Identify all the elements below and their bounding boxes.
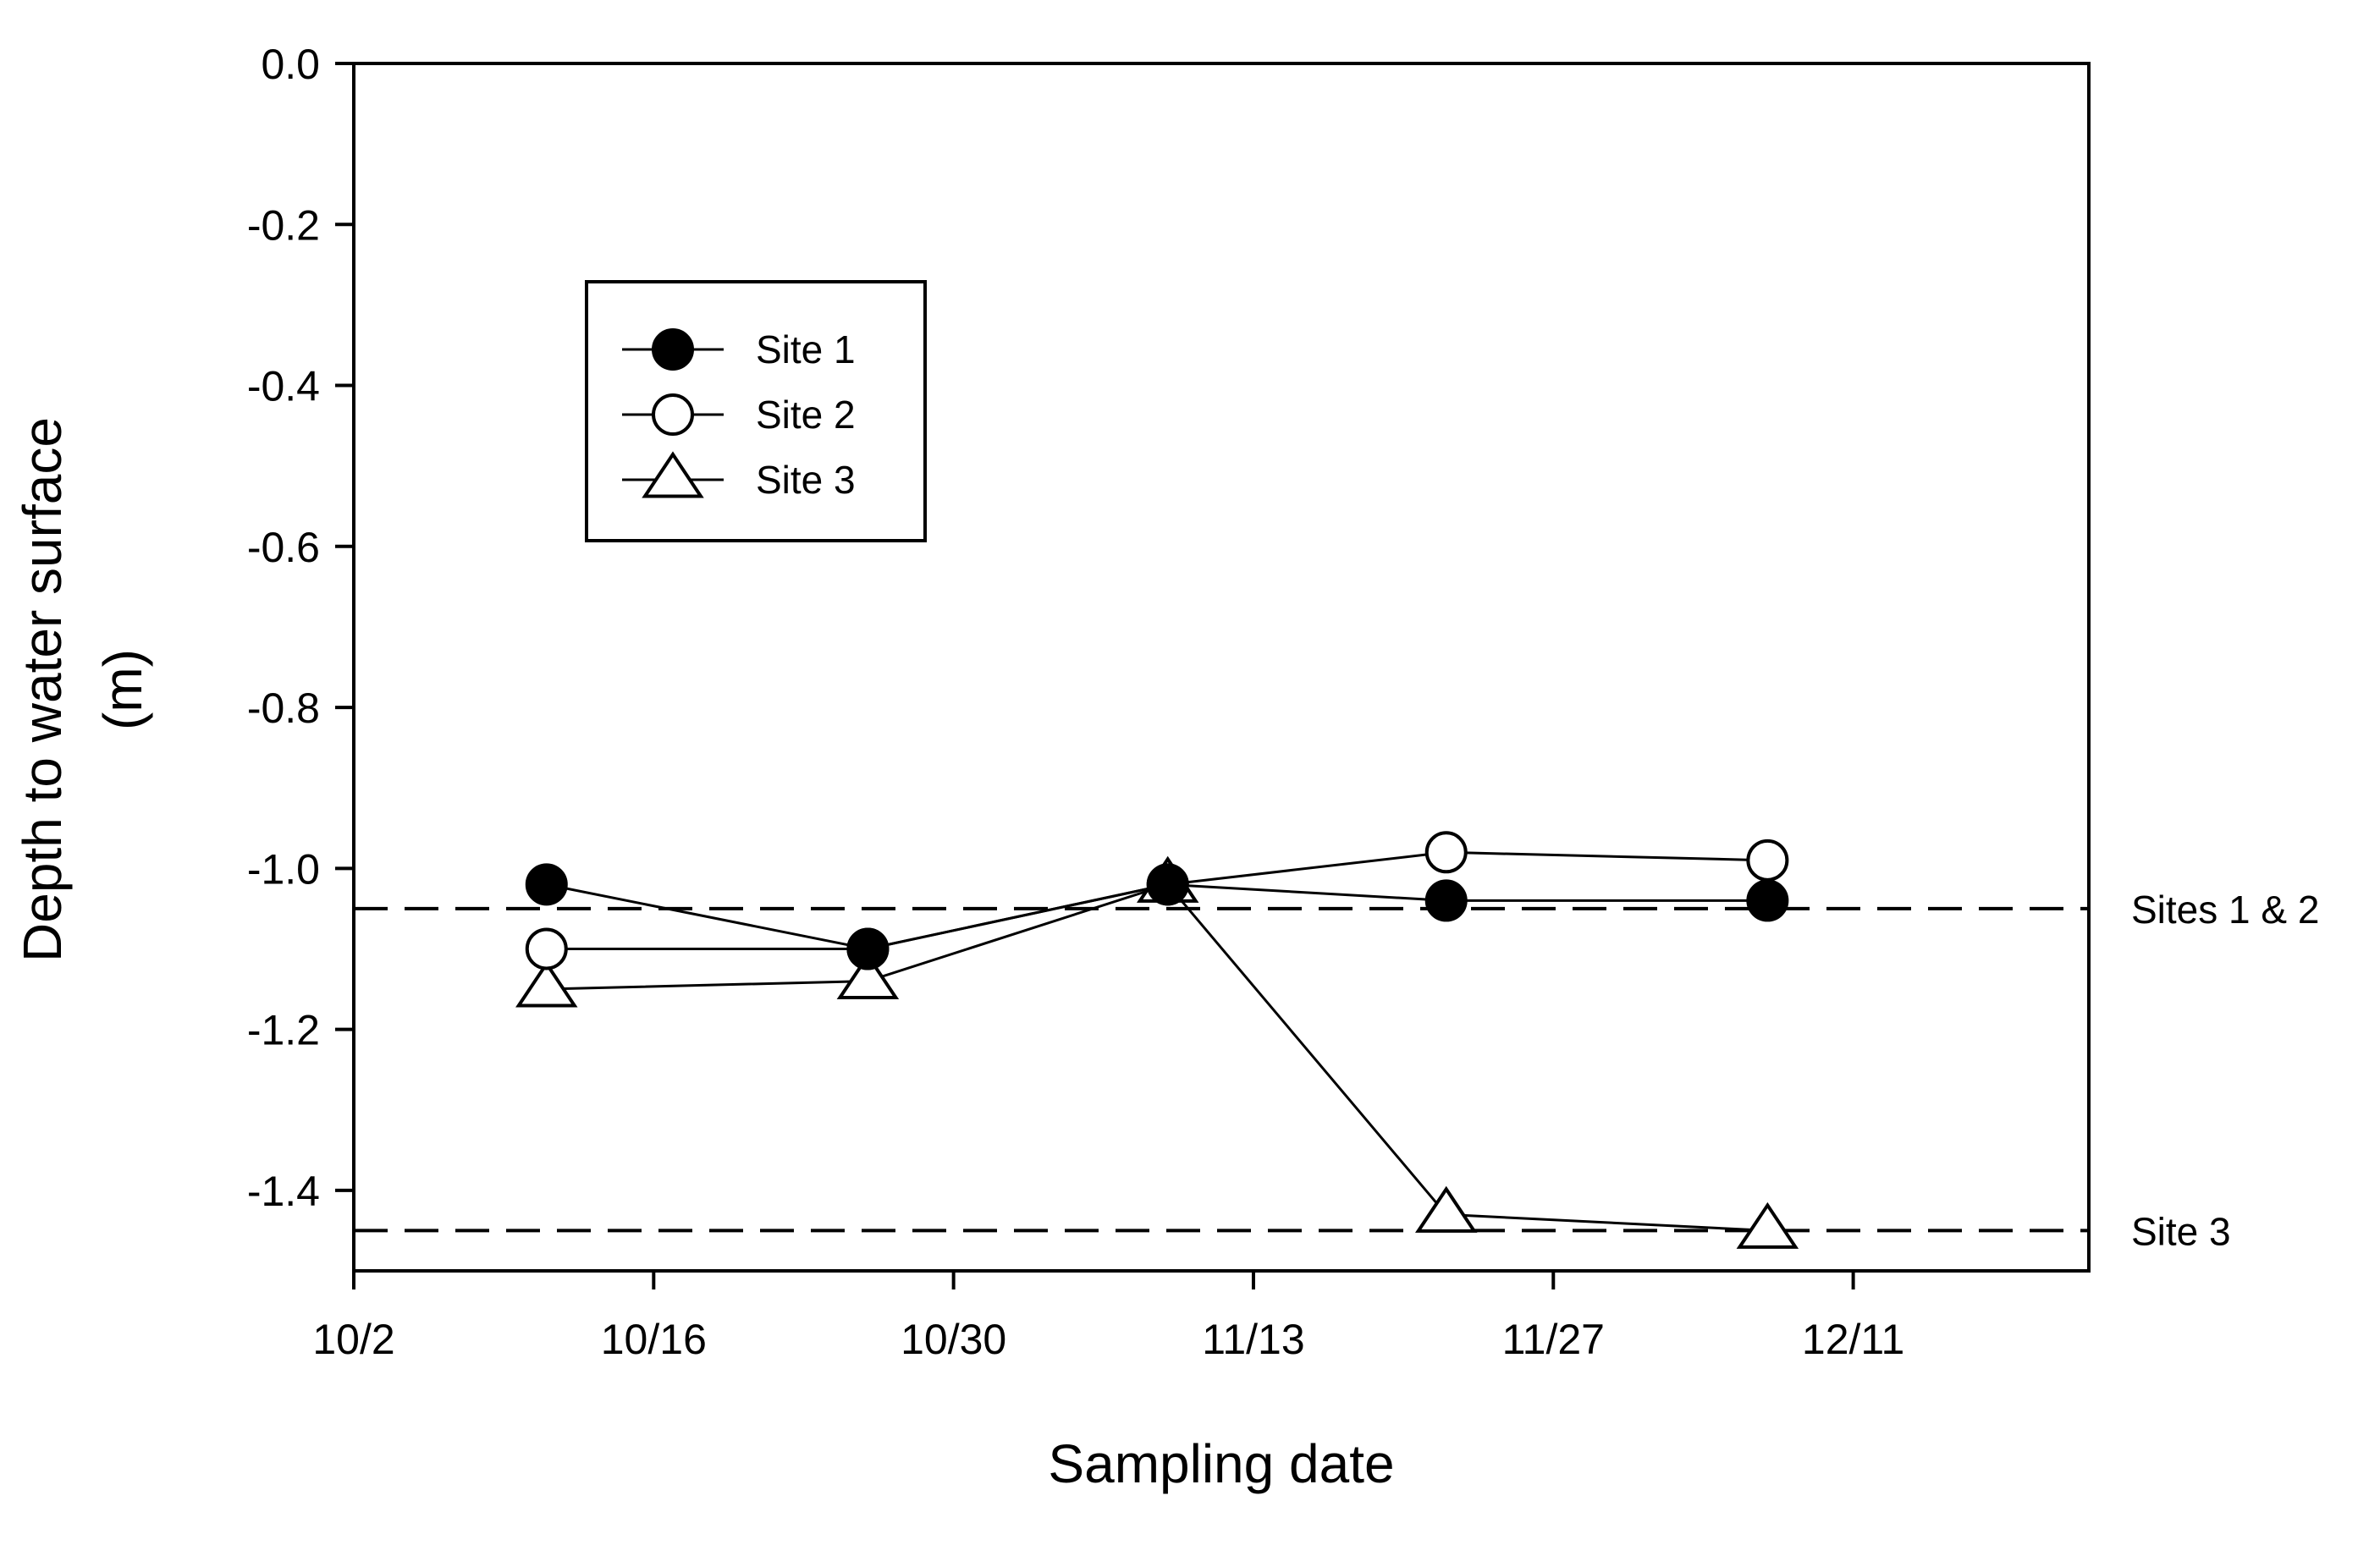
y-tick-label: -0.8 (247, 685, 320, 732)
data-point-site-1 (1746, 879, 1789, 922)
data-point-site-2 (1746, 838, 1789, 882)
data-point-site-3 (515, 960, 578, 1008)
legend-label: Site 3 (756, 458, 856, 502)
legend-marker (652, 393, 694, 436)
data-point-site-1 (1146, 863, 1189, 906)
y-tick-label: -1.2 (247, 1007, 320, 1054)
data-point-site-3 (1736, 1201, 1799, 1249)
legend: Site 1 Site 2 Site 3 (585, 280, 927, 542)
x-tick-label: 10/2 (312, 1316, 394, 1363)
reference-line-label: Sites 1 & 2 (2131, 888, 2319, 932)
y-tick-label: -1.0 (247, 845, 320, 893)
data-point-site-2 (525, 927, 568, 970)
x-tick-label: 10/30 (901, 1316, 1006, 1363)
y-axis-title-unit: (m) (92, 649, 153, 730)
axes: 0.0 -0.2 -0.4 -0.6 -0.8 -1.0 -1.2 -1.4 10/2 10/16… (247, 41, 1904, 1363)
y-axis-title: Depth to water surface (12, 417, 73, 962)
data-point-site-3 (836, 952, 900, 1000)
data-point-site-2 (1424, 831, 1468, 874)
x-tick-label: 11/27 (1502, 1316, 1605, 1363)
data-point-site-1 (525, 863, 568, 906)
legend-marker (642, 451, 704, 498)
plot-frame (352, 62, 2091, 1273)
data-point-site-1 (1424, 879, 1468, 922)
x-axis-title: Sampling date (1048, 1433, 1394, 1494)
data-point-site-1 (846, 927, 890, 970)
legend-marker (652, 328, 694, 371)
legend-label: Site 2 (756, 393, 856, 437)
y-tick-label: -0.6 (247, 524, 320, 571)
reference-lines: Sites 1 & 2 Site 3 (354, 888, 2319, 1253)
legend-label: Site 1 (756, 327, 856, 371)
data-point-site-3 (1415, 1185, 1478, 1233)
x-tick-label: 10/16 (601, 1316, 707, 1363)
x-tick-label: 11/13 (1202, 1316, 1304, 1363)
x-tick-label: 12/11 (1802, 1316, 1904, 1363)
y-tick-label: -0.4 (247, 363, 320, 410)
y-tick-label: -0.2 (247, 201, 320, 249)
reference-line-label: Site 3 (2131, 1209, 2231, 1253)
series-group (515, 831, 1799, 1249)
y-tick-label: 0.0 (261, 41, 320, 88)
series-markers (515, 831, 1799, 1249)
y-tick-label: -1.4 (247, 1168, 320, 1215)
